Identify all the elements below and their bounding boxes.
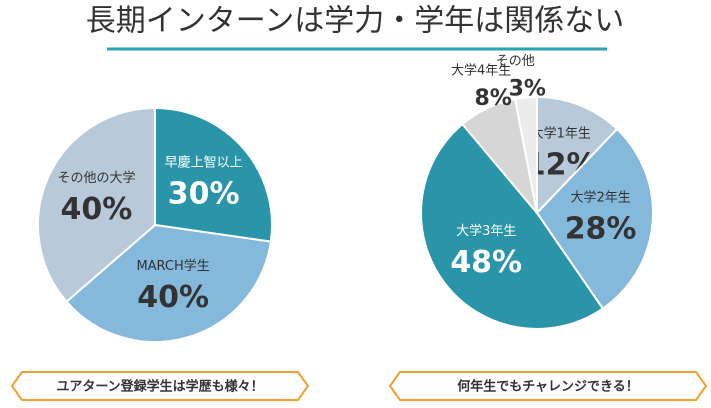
pie-slice	[154, 106, 273, 243]
pie-slice	[65, 223, 272, 343]
slice-value-label: 48%	[450, 245, 522, 280]
slice-value-label: 28%	[565, 212, 637, 247]
caption: ユアターン登録学生は学歴も様々！	[56, 379, 263, 395]
slice-value-label: 8%	[474, 86, 511, 111]
slice-name: 早慶上智以上	[165, 155, 243, 170]
pie-slice	[420, 122, 605, 330]
slice-value-label: 40%	[61, 192, 133, 227]
pie-slice	[37, 106, 156, 304]
slice-value-label: 40%	[137, 280, 209, 315]
pie-slice	[536, 95, 619, 216]
slice-name: その他	[496, 54, 535, 69]
caption-box	[388, 371, 708, 401]
slice-value-label: 30%	[168, 176, 240, 211]
slice-name: 大学2年生	[570, 190, 630, 206]
slice-name: 大学4年生	[451, 62, 511, 78]
caption: 何年生でもチャレンジできる！	[457, 379, 639, 395]
slice-name: 大学3年生	[456, 223, 516, 239]
slice-name: その他の大学	[57, 170, 135, 186]
slice-name: MARCH学生	[136, 258, 209, 274]
slice-value-label: 3%	[509, 76, 546, 101]
caption-box	[10, 371, 310, 401]
pie-slice	[535, 127, 654, 310]
slice-name: 大学1年生	[531, 125, 591, 141]
page-title: 長期インターンは学力・学年は関係ない	[86, 4, 625, 39]
pie-slice	[513, 95, 538, 214]
